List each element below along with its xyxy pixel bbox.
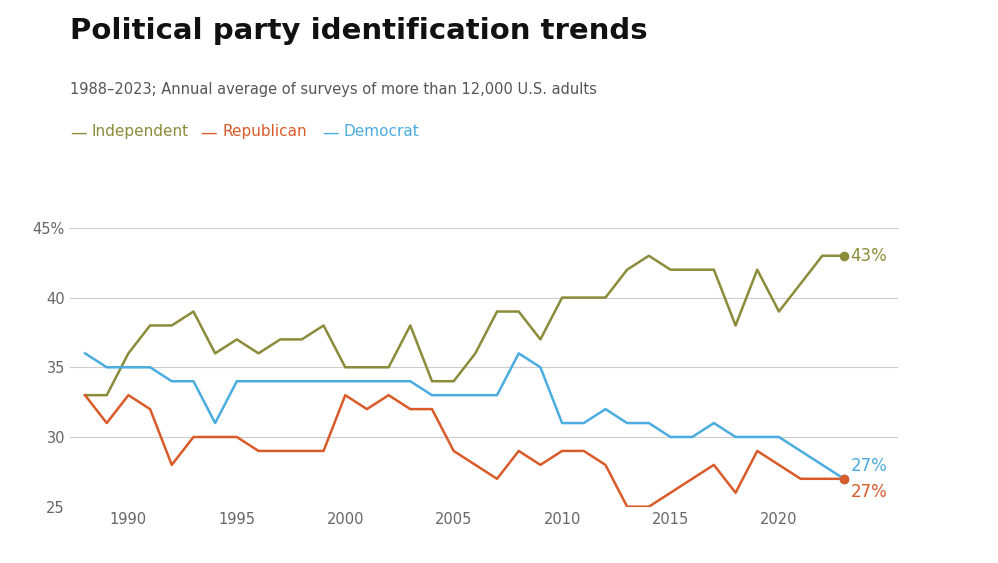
Text: 27%: 27% (850, 457, 887, 475)
Text: 27%: 27% (850, 483, 887, 501)
Point (836, 474, 852, 483)
Text: Republican: Republican (222, 124, 306, 139)
Text: —: — (200, 124, 217, 142)
Text: Democrat: Democrat (343, 124, 419, 139)
Text: Independent: Independent (92, 124, 189, 139)
Text: 1988–2023; Annual average of surveys of more than 12,000 U.S. adults: 1988–2023; Annual average of surveys of … (70, 82, 597, 97)
Text: —: — (70, 124, 87, 142)
Point (836, 251, 852, 260)
Point (836, 474, 852, 483)
Text: Political party identification trends: Political party identification trends (70, 17, 648, 45)
Text: 43%: 43% (850, 247, 887, 265)
Text: —: — (321, 124, 338, 142)
